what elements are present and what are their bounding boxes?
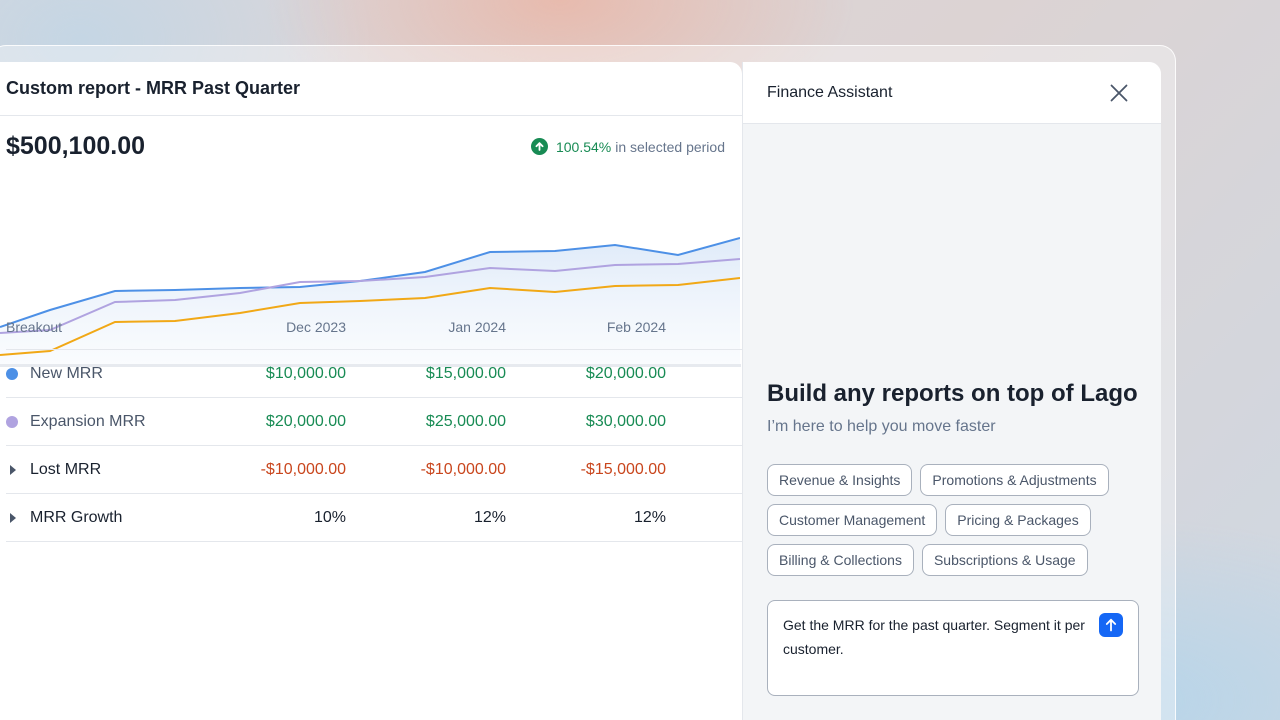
report-title: Custom report - MRR Past Quarter (6, 78, 301, 98)
new-mrr-dot-icon (6, 367, 18, 380)
prompt-input[interactable]: Get the MRR for the past quarter. Segmen… (767, 600, 1139, 696)
report-panel: Custom report - MRR Past Quarter $500,10… (0, 62, 742, 720)
change-percent: 100.54% (555, 138, 612, 155)
expansion-mrr-dot-icon (6, 415, 18, 428)
caret-right-icon[interactable] (10, 464, 16, 475)
chip-billing-collections[interactable]: Billing & Collections (767, 544, 914, 576)
table-cell: 12% (473, 508, 506, 526)
assistant-heading: Build any reports on top of Lago (767, 380, 1138, 407)
finance-assistant-panel: Finance Assistant Build any reports on t… (742, 62, 1161, 720)
caret-right-icon[interactable] (10, 512, 16, 523)
mrr-chart (0, 182, 740, 366)
chip-customer-management[interactable]: Customer Management (767, 504, 938, 536)
table-cell: $15,000.00 (425, 364, 506, 382)
table-cell: $20,000.00 (585, 364, 666, 382)
chip-promotions-adjustments[interactable]: Promotions & Adjustments (920, 464, 1109, 496)
assistant-title: Finance Assistant (767, 83, 893, 101)
table-cell: -$15,000.00 (580, 460, 666, 478)
chip-pricing-packages[interactable]: Pricing & Packages (945, 504, 1091, 536)
report-header: Custom report - MRR Past Quarter (0, 62, 742, 116)
row-label: New MRR (30, 364, 103, 382)
change-suffix: in selected period (615, 138, 725, 155)
arrow-up-icon (1105, 618, 1117, 632)
table-cell: $3 (666, 413, 742, 431)
chip-revenue-insights[interactable]: Revenue & Insights (767, 464, 913, 496)
expansion-mrr-line (0, 258, 740, 334)
table-cell: $30,000.00 (585, 412, 666, 430)
send-button[interactable] (1099, 613, 1123, 637)
table-row-expandable[interactable]: Lost MRR -$10,000.00 -$10,000.00 -$15,00… (6, 446, 742, 494)
table-cell: $25,000.00 (425, 412, 506, 430)
table-row: New MRR $10,000.00 $15,000.00 $20,000.00… (6, 350, 742, 398)
table-cell: -$10,000.00 (260, 460, 346, 478)
close-button[interactable] (1109, 83, 1129, 103)
close-icon (1110, 84, 1128, 101)
arrow-up-circle-icon (530, 138, 548, 155)
table-cell: 12% (633, 508, 666, 526)
table-cell: $10,000.00 (265, 364, 346, 382)
assistant-welcome: Build any reports on top of Lago I’m her… (767, 380, 1138, 436)
header-feb-2024: Feb 2024 (606, 318, 666, 335)
table-row: Expansion MRR $20,000.00 $25,000.00 $30,… (6, 398, 742, 446)
assistant-header: Finance Assistant (743, 62, 1161, 124)
table-cell: 10% (313, 508, 346, 526)
table-cell: $20,000.00 (265, 412, 346, 430)
header-jan-2024: Jan 2024 (448, 318, 506, 335)
breakout-table: Breakout Dec 2023 Jan 2024 Feb 2024 New … (6, 304, 742, 542)
kpi-row: $500,100.00 100.54% in selected period (6, 132, 725, 161)
mrr-total: $500,100.00 (6, 132, 146, 160)
suggestion-chips: Revenue & Insights Promotions & Adjustme… (767, 464, 1147, 576)
header-dec-2023: Dec 2023 (286, 318, 346, 335)
header-breakout: Breakout (6, 318, 63, 335)
table-row-expandable[interactable]: MRR Growth 10% 12% 12% (6, 494, 742, 542)
chart-divider (0, 364, 741, 367)
assistant-subheading: I’m here to help you move faster (767, 418, 996, 435)
prompt-text[interactable]: Get the MRR for the past quarter. Segmen… (783, 617, 1085, 657)
table-header-row: Breakout Dec 2023 Jan 2024 Feb 2024 (6, 304, 742, 350)
chip-subscriptions-usage[interactable]: Subscriptions & Usage (921, 544, 1088, 576)
row-label: Lost MRR (30, 460, 102, 478)
row-label: Expansion MRR (30, 412, 146, 430)
table-cell: -$ (666, 461, 742, 479)
row-label: MRR Growth (30, 508, 123, 526)
change-indicator: 100.54% in selected period (530, 138, 725, 155)
lost-mrr-line (0, 277, 740, 356)
table-cell: $2 (666, 365, 742, 383)
table-cell: -$10,000.00 (420, 460, 506, 478)
